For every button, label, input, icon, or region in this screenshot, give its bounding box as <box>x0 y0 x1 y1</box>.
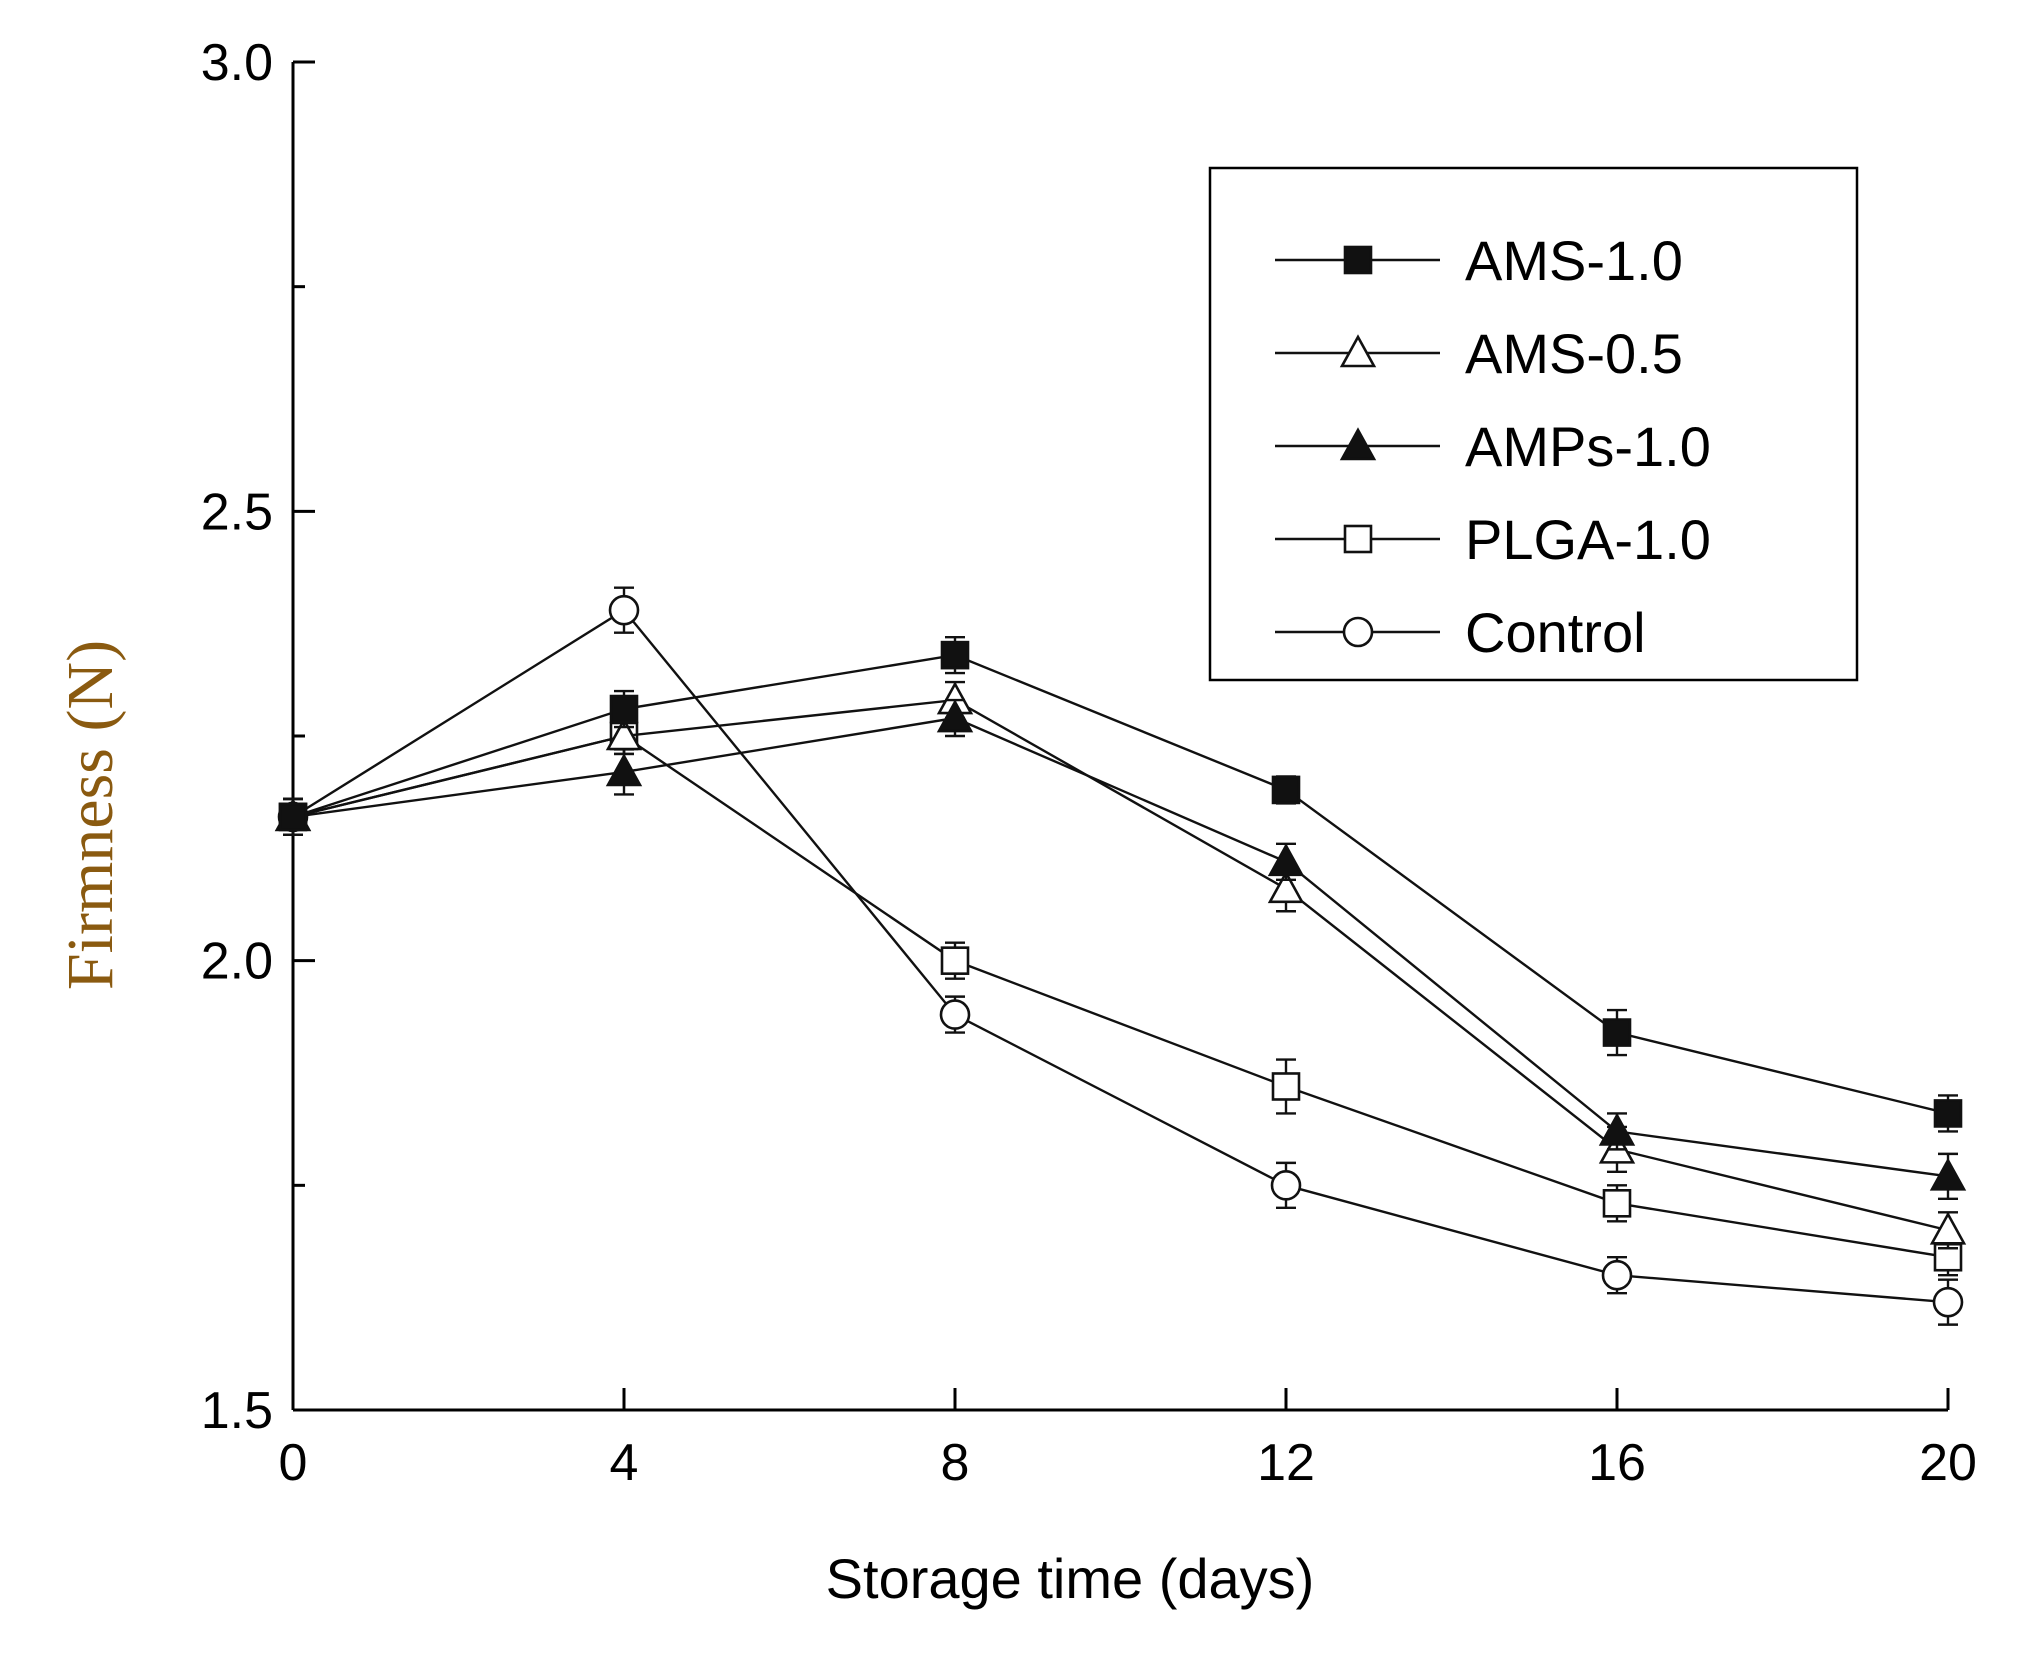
legend-item-control: Control <box>1275 601 1646 664</box>
legend-item-plga-1-0: PLGA-1.0 <box>1275 508 1711 571</box>
y-tick-label: 3.0 <box>201 34 273 92</box>
legend-box <box>1208 166 1859 682</box>
data-point <box>1933 1099 1963 1128</box>
series-amps-1-0 <box>274 698 1967 1201</box>
legend-label: AMPs-1.0 <box>1465 415 1711 478</box>
data-point <box>1602 1189 1632 1218</box>
legend-marker <box>1339 427 1377 461</box>
legend-marker <box>1343 245 1373 275</box>
series-line-plga-1-0 <box>292 734 1949 1259</box>
legend-label: AMS-1.0 <box>1465 229 1683 292</box>
data-point <box>940 946 970 975</box>
axes: 0 4 8 12 16 20 1.5 2.0 2.5 3.0 <box>201 34 1977 1492</box>
x-tick-label: 0 <box>279 1434 308 1492</box>
y-tick-label: 2.5 <box>201 483 273 541</box>
series-line-ams-1-0 <box>292 653 1949 1115</box>
legend-label: AMS-0.5 <box>1465 322 1683 385</box>
data-point <box>1929 1157 1967 1191</box>
series-control <box>277 586 1964 1326</box>
data-point <box>1270 1170 1302 1201</box>
series-ams-0-5 <box>274 680 1967 1250</box>
x-tick-label: 16 <box>1588 1434 1646 1492</box>
y-tick-label: 2.0 <box>201 933 273 991</box>
legend-item-ams-0-5: AMS-0.5 <box>1275 322 1683 385</box>
plot-area <box>274 586 1967 1326</box>
legend-label: Control <box>1465 601 1646 664</box>
data-point <box>1271 1072 1301 1101</box>
data-point <box>939 999 971 1030</box>
data-point <box>1271 775 1301 805</box>
y-tick-label: 1.5 <box>201 1382 273 1440</box>
data-point <box>1929 1211 1967 1245</box>
series-line-ams-0-5 <box>292 698 1949 1232</box>
data-point <box>609 694 639 724</box>
series-ams-1-0 <box>278 635 1963 1133</box>
data-point <box>1601 1259 1633 1291</box>
legend-item-ams-1-0: AMS-1.0 <box>1275 229 1683 292</box>
data-point <box>1602 1018 1632 1047</box>
data-point <box>278 802 308 832</box>
data-point <box>1267 870 1305 904</box>
x-axis-title: Storage time (days) <box>826 1547 1315 1610</box>
legend-marker <box>1343 524 1373 554</box>
data-point <box>936 699 974 733</box>
x-tick-label: 12 <box>1257 1434 1315 1492</box>
legend-label: PLGA-1.0 <box>1465 508 1711 571</box>
data-point <box>1267 843 1305 877</box>
data-point <box>1932 1286 1964 1318</box>
legend-marker <box>1339 334 1377 368</box>
series-plga-1-0 <box>278 716 1963 1277</box>
x-tick-label: 4 <box>610 1434 639 1492</box>
legend: AMS-1.0 AMS-0.5 AMPs-1.0 PLGA-1.0 Control <box>1208 166 1859 682</box>
legend-item-amps-1-0: AMPs-1.0 <box>1275 415 1711 478</box>
data-point <box>605 753 643 787</box>
series-line-amps-1-0 <box>292 716 1949 1178</box>
legend-marker <box>1342 616 1374 648</box>
series-line-control <box>292 608 1949 1304</box>
x-tick-label: 20 <box>1919 1434 1977 1492</box>
y-axis-title: Firmness (N) <box>54 640 127 990</box>
x-tick-label: 8 <box>941 1434 970 1492</box>
data-point <box>608 594 640 626</box>
data-point <box>940 640 970 670</box>
data-point <box>1598 1112 1636 1146</box>
